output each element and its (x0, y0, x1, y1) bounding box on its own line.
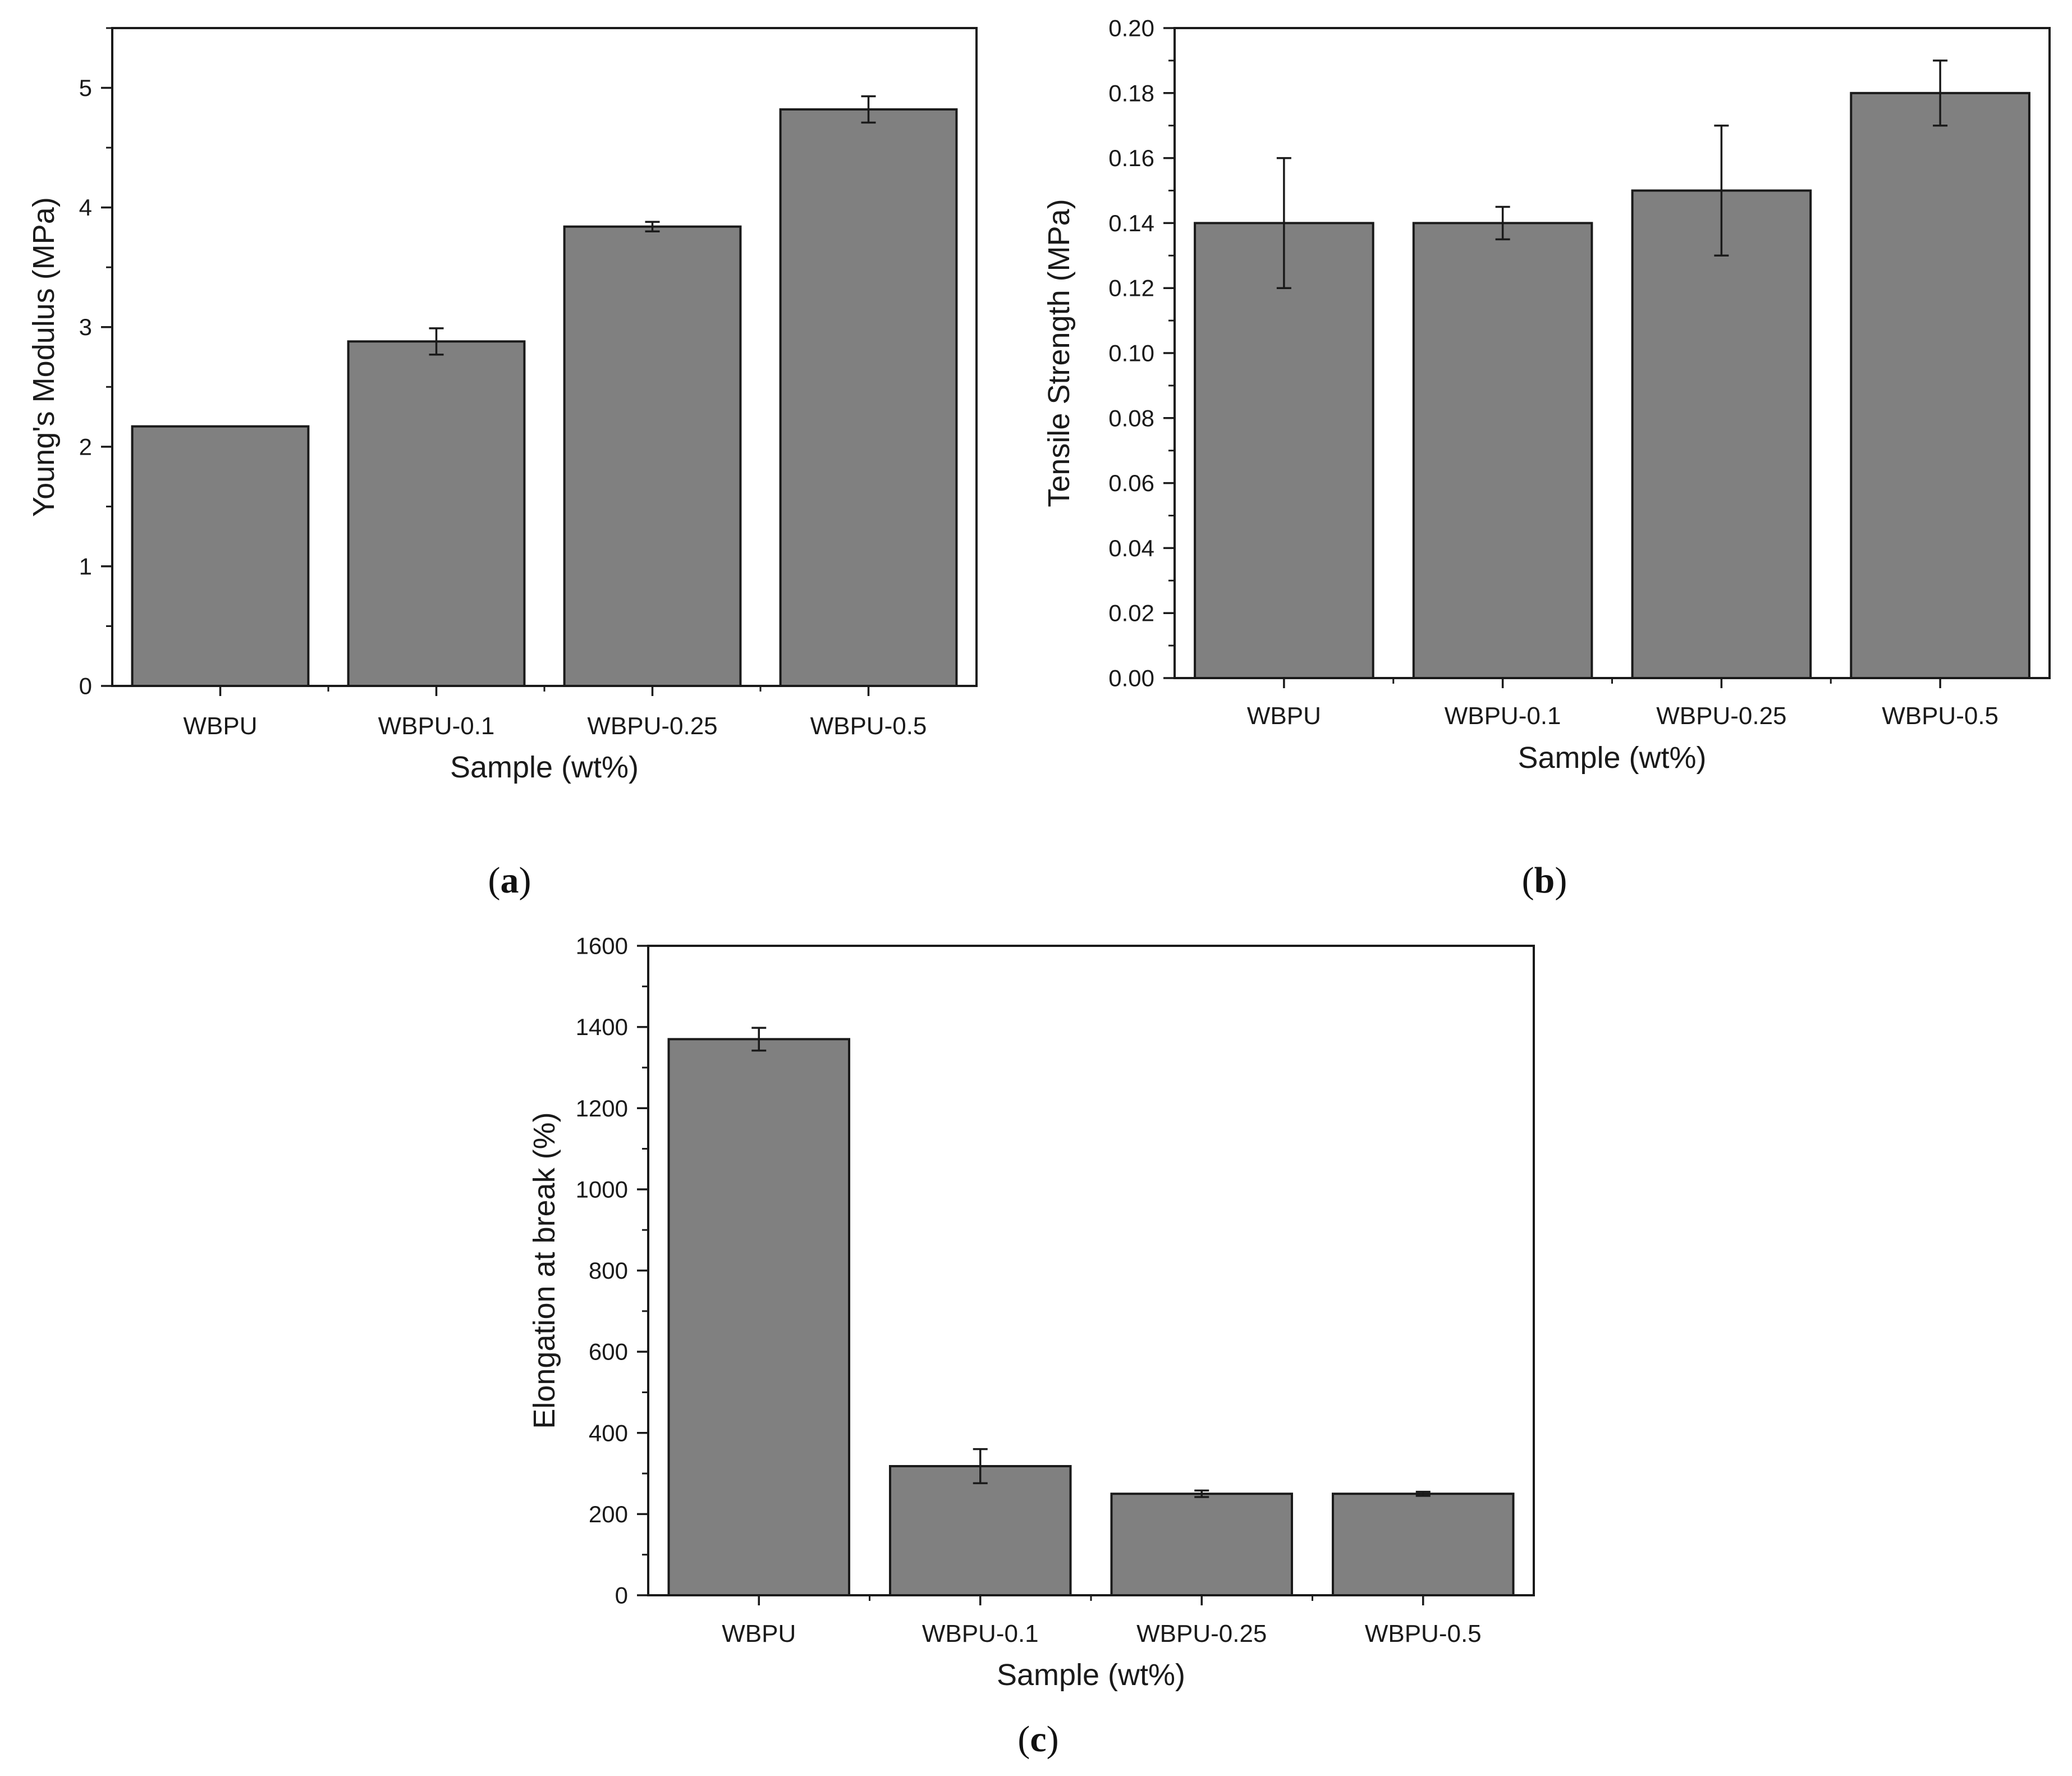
y-tick-label-c-1: 200 (589, 1501, 628, 1527)
error-bar-a-1 (429, 327, 444, 356)
y-tick-label-b-5: 0.10 (1108, 340, 1154, 367)
x-axis-title-b: Sample (wt%) (1518, 741, 1706, 775)
error-bar-a-3 (861, 95, 876, 124)
y-tick-label-a-3: 3 (79, 314, 92, 340)
x-tick-label-b-2: WBPU-0.25 (1656, 702, 1786, 730)
panel-label-letter: a (501, 860, 519, 901)
y-tick-label-c-3: 600 (589, 1339, 628, 1365)
bar-b-2 (1631, 189, 1812, 679)
x-tick-label-a-0: WBPU (184, 712, 258, 740)
panel-label-open: ( (1017, 1719, 1030, 1760)
error-bar-a-2 (645, 221, 660, 233)
y-tick-label-b-3: 0.06 (1108, 470, 1154, 496)
y-axis-title-c: Elongation at break (%) (528, 1112, 561, 1429)
x-tick-label-b-0: WBPU (1247, 702, 1321, 730)
panel-label-close: ) (1555, 860, 1567, 901)
x-tick-label-a-1: WBPU-0.1 (378, 712, 495, 740)
y-tick-label-c-4: 800 (589, 1257, 628, 1284)
y-tick-label-c-6: 1200 (576, 1095, 628, 1122)
bar-b-1 (1412, 222, 1593, 679)
panel-label-a: (a) (488, 860, 531, 901)
y-axis-title-b: Tensile Strength (MPa) (1042, 199, 1076, 507)
y-axis-title-a: Young's Modulus (MPa) (27, 197, 61, 517)
panel-label-letter: c (1030, 1719, 1046, 1760)
bar-a-2 (563, 225, 742, 687)
bar-a-3 (779, 108, 958, 687)
y-tick-label-b-2: 0.04 (1108, 535, 1154, 561)
x-tick-label-c-3: WBPU-0.5 (1365, 1620, 1482, 1647)
bar-c-2 (1110, 1493, 1293, 1596)
y-tick-label-b-6: 0.12 (1108, 275, 1154, 301)
x-tick-label-b-1: WBPU-0.1 (1445, 702, 1561, 730)
x-axis-title-a: Sample (wt%) (450, 750, 639, 784)
y-tick-label-a-2: 2 (79, 433, 92, 460)
error-bar-c-1 (973, 1448, 988, 1485)
y-tick-label-b-4: 0.08 (1108, 405, 1154, 431)
error-bar-b-3 (1933, 59, 1948, 127)
bar-b-0 (1194, 222, 1374, 679)
bar-c-3 (1332, 1493, 1515, 1596)
y-tick-label-a-0: 0 (79, 673, 92, 699)
y-tick-label-a-1: 1 (79, 553, 92, 579)
y-tick-label-b-0: 0.00 (1108, 665, 1154, 692)
chart-panel-b: 0.00 0.02 0.04 0.06 0.08 0.10 0.12 0.14 0.16 0.18… (1042, 15, 2051, 901)
y-tick-label-c-5: 1000 (576, 1176, 628, 1202)
panel-label-open: ( (1522, 860, 1534, 901)
y-tick-label-b-7: 0.14 (1108, 210, 1154, 236)
bar-a-1 (347, 340, 526, 687)
panel-label-close: ) (519, 860, 531, 901)
error-bar-b-2 (1714, 124, 1729, 257)
x-tick-label-b-3: WBPU-0.5 (1882, 702, 1998, 730)
bar-c-0 (667, 1038, 850, 1597)
panel-label-close: ) (1047, 1719, 1059, 1760)
y-tick-label-c-2: 400 (589, 1420, 628, 1446)
error-bar-b-1 (1495, 205, 1510, 241)
y-tick-label-a-4: 4 (79, 194, 92, 221)
y-tick-label-b-10: 0.20 (1108, 15, 1154, 42)
x-tick-label-a-2: WBPU-0.25 (587, 712, 717, 740)
panel-label-b: (b) (1522, 860, 1567, 901)
x-axis-title-c: Sample (wt%) (997, 1658, 1185, 1692)
x-tick-label-c-0: WBPU (722, 1620, 796, 1647)
bar-c-1 (889, 1465, 1072, 1596)
x-tick-label-c-1: WBPU-0.1 (922, 1620, 1039, 1647)
x-tick-label-a-3: WBPU-0.5 (810, 712, 927, 740)
y-tick-label-b-8: 0.16 (1108, 145, 1154, 171)
y-tick-label-c-8: 1600 (576, 933, 628, 959)
y-tick-label-b-1: 0.02 (1108, 600, 1154, 626)
y-tick-label-a-5: 5 (79, 75, 92, 101)
y-tick-label-c-0: 0 (615, 1582, 628, 1609)
y-tick-label-c-7: 1400 (576, 1014, 628, 1040)
x-tick-label-c-2: WBPU-0.25 (1136, 1620, 1267, 1647)
panel-label-letter: b (1534, 860, 1555, 901)
y-tick-label-b-9: 0.18 (1108, 80, 1154, 106)
error-bar-c-2 (1194, 1489, 1209, 1498)
bar-b-3 (1850, 91, 2030, 679)
panel-label-open: ( (488, 860, 501, 901)
chart-panel-a: 0 1 2 3 4 5 WBPU WBPU-0.1 WBPU-0.25 WBPU-0.5 Sampl… (27, 27, 978, 901)
error-bar-c-3 (1415, 1490, 1431, 1497)
error-bar-b-0 (1276, 157, 1291, 289)
error-bar-c-0 (751, 1027, 767, 1052)
bar-a-0 (131, 425, 310, 687)
panel-label-c: (c) (1017, 1719, 1058, 1760)
chart-panel-c: 0 200 400 600 800 1000 1200 1400 1600 WBPU WBPU-0.… (528, 933, 1535, 1760)
